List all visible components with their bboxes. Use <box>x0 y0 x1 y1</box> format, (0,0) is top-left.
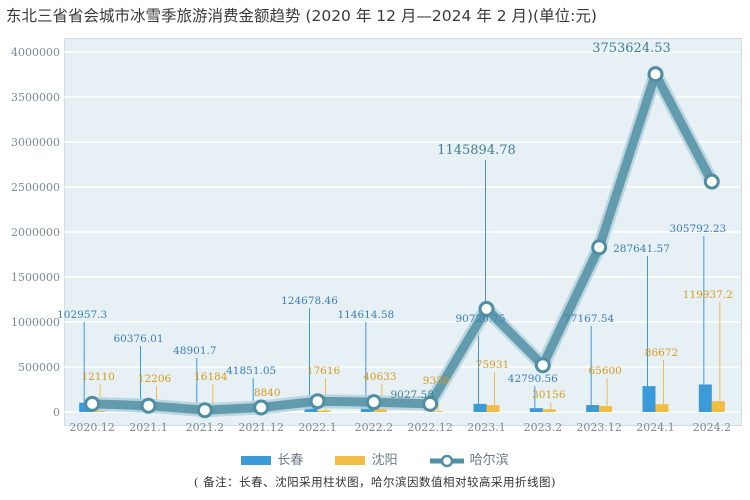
data-label-harbin: 3753624.53 <box>592 41 671 56</box>
point-harbin <box>309 393 326 410</box>
legend: 长春 沈阳 哈尔滨 <box>0 449 750 471</box>
x-tick-label: 2022.1 <box>298 421 337 434</box>
data-label-changchun: 41851.05 <box>226 365 276 377</box>
data-label-harbin: 1145894.78 <box>437 143 516 158</box>
data-label-shenyang: 9330 <box>423 375 450 387</box>
data-label-changchun: 90720.75 <box>455 313 505 325</box>
y-tick-label: 4000000 <box>11 46 60 59</box>
point-harbin <box>140 397 157 414</box>
data-label-changchun: 114614.58 <box>337 309 394 321</box>
bar-shenyang <box>711 401 725 412</box>
y-tick-label: 3500000 <box>11 91 60 104</box>
bar-shenyang <box>486 405 500 412</box>
legend-item-harbin[interactable]: 哈尔滨 <box>429 449 509 468</box>
legend-item-shenyang[interactable]: 沈阳 <box>335 449 398 468</box>
data-label-changchun: 287641.57 <box>613 243 670 255</box>
chart-title: 东北三省省会城市冰雪季旅游消费金额趋势 (2020 年 12 月—2024 年 … <box>6 7 597 25</box>
legend-swatch-harbin <box>429 454 464 467</box>
bar-changchun <box>698 384 712 412</box>
data-label-shenyang: 86672 <box>645 347 678 359</box>
bar-shenyang <box>430 411 444 412</box>
data-label-shenyang: 17616 <box>307 365 341 377</box>
data-label-shenyang: 12110 <box>81 371 114 383</box>
legend-item-changchun[interactable]: 长春 <box>241 449 303 468</box>
y-tick-label: 1000000 <box>11 316 60 329</box>
y-tick-label: 500000 <box>18 361 60 374</box>
x-tick-label: 2022.12 <box>407 421 453 434</box>
legend-swatch-shenyang <box>335 456 366 465</box>
x-tick-label: 2023.2 <box>524 421 563 434</box>
x-tick-label: 2021.1 <box>129 421 168 434</box>
point-harbin <box>196 402 213 419</box>
x-tick-label: 2024.2 <box>693 421 732 434</box>
data-label-shenyang: 119937.2 <box>683 289 733 301</box>
data-label-changchun: 305792.23 <box>669 223 726 235</box>
point-harbin <box>478 300 495 317</box>
y-tick-label: 2500000 <box>11 181 60 194</box>
data-label-shenyang: 40633 <box>363 371 396 383</box>
data-label-changchun: 60376.01 <box>113 333 163 345</box>
legend-label-shenyang: 沈阳 <box>371 453 398 468</box>
bar-shenyang <box>599 406 613 412</box>
data-label-changchun: 48901.7 <box>173 345 216 357</box>
bar-shenyang <box>655 404 669 412</box>
data-label-shenyang: 30156 <box>532 389 566 401</box>
data-label-shenyang: 65600 <box>588 365 621 377</box>
y-tick-label: 0 <box>53 406 60 419</box>
point-harbin <box>84 395 101 412</box>
bar-shenyang <box>542 409 556 412</box>
bar-changchun <box>473 403 487 412</box>
data-label-changchun: 42790.56 <box>508 373 558 385</box>
x-tick-label: 2022.2 <box>355 421 394 434</box>
point-harbin <box>703 173 720 190</box>
x-tick-label: 2023.12 <box>576 421 622 434</box>
data-label-changchun: 102957.3 <box>57 309 107 321</box>
point-harbin <box>534 357 551 374</box>
point-harbin <box>422 395 439 412</box>
x-tick-label: 2020.12 <box>69 421 115 434</box>
data-label-changchun: 124678.46 <box>281 295 338 307</box>
bar-changchun <box>642 386 656 412</box>
y-tick-label: 2000000 <box>11 226 60 239</box>
data-label-shenyang: 16184 <box>194 371 228 383</box>
point-harbin <box>591 239 608 256</box>
x-tick-label: 2023.1 <box>467 421 506 434</box>
point-harbin <box>253 399 270 416</box>
data-label-shenyang: 8840 <box>254 387 281 399</box>
bar-changchun <box>529 408 543 412</box>
legend-label-harbin: 哈尔滨 <box>469 453 509 468</box>
point-harbin <box>647 66 664 83</box>
x-tick-label: 2021.2 <box>186 421 225 434</box>
bar-shenyang <box>92 410 106 412</box>
footnote: ( 备注：长春、沈阳采用柱状图，哈尔滨因数值相对较高采用折线图) <box>193 475 557 489</box>
legend-swatch-changchun <box>241 456 272 465</box>
bar-shenyang <box>373 408 387 412</box>
x-tick-label: 2021.12 <box>238 421 284 434</box>
x-tick-label: 2024.1 <box>636 421 675 434</box>
legend-label-changchun: 长春 <box>277 453 304 468</box>
bar-changchun <box>586 405 600 412</box>
data-label-changchun: 77167.54 <box>564 313 614 325</box>
y-tick-label: 1500000 <box>11 271 60 284</box>
data-label-shenyang: 12206 <box>138 373 172 385</box>
y-tick-label: 3000000 <box>11 136 60 149</box>
data-label-shenyang: 75931 <box>476 359 509 371</box>
data-label-harbin: 9027.58 <box>390 389 433 401</box>
point-harbin <box>365 394 382 411</box>
bar-shenyang <box>317 410 331 412</box>
line-harbin <box>87 69 717 415</box>
